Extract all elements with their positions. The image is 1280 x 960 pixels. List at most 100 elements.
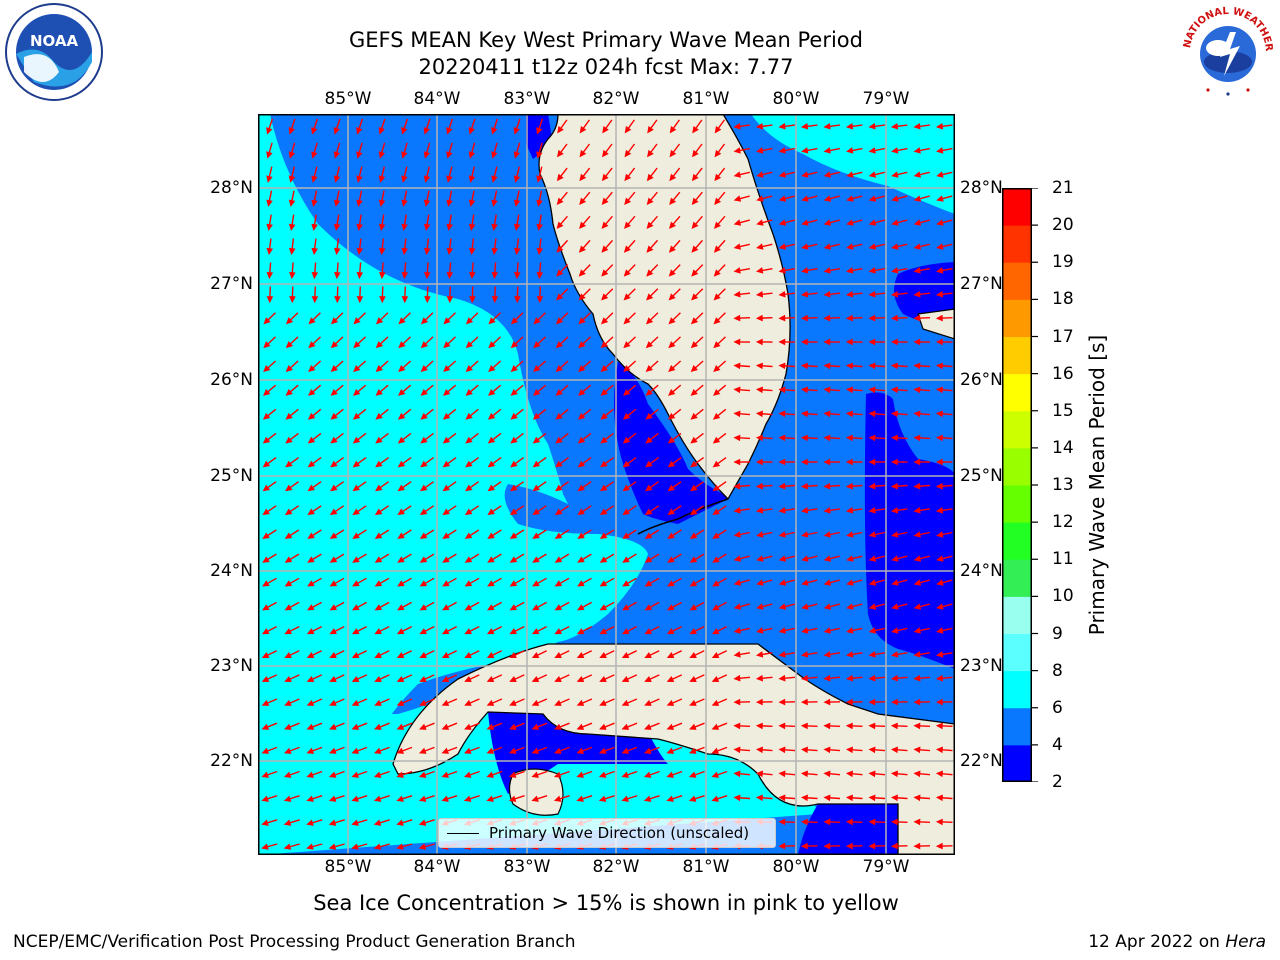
wave-arrow-head (823, 794, 831, 802)
wave-arrow-head (823, 507, 831, 514)
wave-arrow-head (936, 579, 944, 586)
wave-arrow-head (846, 651, 854, 658)
wave-arrow-head (513, 247, 521, 256)
wave-arrow-head (600, 460, 608, 468)
wave-arrow-head (801, 243, 809, 250)
wave-arrow-head (266, 199, 273, 207)
wave-arrow-head (352, 484, 360, 492)
wave-arrow-head (868, 386, 876, 394)
wave-arrow-head (556, 269, 564, 277)
wave-arrow-head (488, 388, 496, 396)
colorbar-tick-label: 10 (1052, 586, 1074, 607)
wave-arrow-head (624, 221, 631, 229)
wave-arrow-head (669, 125, 677, 134)
wave-arrow-head (713, 341, 721, 349)
wave-arrow-head (441, 723, 450, 730)
lon-tick-bottom: 81°W (682, 857, 730, 877)
wave-arrow-head (578, 293, 586, 301)
wave-arrow-head (823, 243, 832, 250)
wave-arrow-head (691, 197, 699, 206)
wave-arrow-head (689, 699, 697, 706)
wave-arrow-head (690, 460, 698, 468)
wave-arrow-head (263, 341, 271, 349)
wave-arrow-head (689, 604, 698, 611)
map-legend: Primary Wave Direction (unscaled) (438, 818, 776, 848)
wave-arrow-head (374, 532, 383, 539)
wave-arrow-head (868, 698, 876, 706)
wave-arrow-head (846, 531, 854, 538)
wave-arrow-head (599, 675, 607, 682)
wave-arrow-head (622, 508, 630, 516)
wave-arrow-head (800, 362, 808, 370)
wave-arrow-head (733, 746, 741, 754)
wave-arrow-head (913, 458, 921, 466)
wave-arrow-head (557, 149, 564, 158)
wave-arrow-head (374, 604, 383, 611)
wave-arrow-head (465, 317, 474, 325)
wave-arrow-head (868, 842, 876, 850)
wave-arrow-head (689, 675, 697, 682)
wave-arrow-head (334, 296, 341, 304)
wave-arrow-head (778, 267, 786, 274)
wave-arrow-head (333, 223, 341, 231)
wave-arrow-head (623, 317, 631, 325)
wave-arrow-head (266, 296, 274, 304)
wave-arrow-head (691, 245, 699, 253)
wave-arrow-head (418, 819, 427, 826)
wave-arrow-head (598, 771, 607, 778)
wave-arrow-head (778, 434, 786, 442)
wave-arrow-head (328, 747, 337, 754)
wave-arrow-head (712, 532, 720, 539)
wave-arrow-head (555, 436, 563, 444)
wave-arrow-head (667, 580, 675, 587)
wave-arrow-head (666, 675, 675, 682)
wave-arrow-head (266, 175, 273, 183)
wave-arrow-head (375, 484, 383, 492)
wave-arrow-head (311, 151, 318, 159)
wave-arrow-head (487, 532, 495, 539)
wave-arrow-head (311, 127, 318, 135)
wave-arrow-head (890, 842, 898, 850)
wave-arrow-head (396, 795, 404, 802)
wave-arrow-head (868, 531, 876, 538)
wave-arrow-head (846, 243, 854, 250)
wave-arrow-head (935, 123, 944, 130)
wave-arrow-head (531, 723, 540, 730)
wave-arrow-head (621, 771, 629, 778)
wave-arrow-head (446, 175, 453, 183)
wave-arrow-head (714, 221, 721, 229)
wave-arrow-head (329, 723, 337, 730)
wave-arrow-head (644, 556, 653, 563)
wave-arrow-head (578, 365, 586, 373)
wave-arrow-head (284, 723, 292, 730)
wave-arrow-head (463, 795, 472, 802)
wave-arrow-head (778, 555, 787, 562)
wave-arrow-head (532, 556, 540, 563)
wave-arrow-head (288, 247, 296, 256)
wave-arrow-head (420, 388, 428, 396)
wave-arrow-head (621, 795, 629, 802)
wave-arrow-head (401, 223, 408, 231)
wave-arrow-head (733, 219, 742, 226)
colorbar-segment (1002, 633, 1032, 672)
wave-arrow-head (891, 531, 899, 538)
wave-arrow-head (284, 604, 293, 611)
wave-arrow-head (441, 795, 449, 802)
wave-arrow-head (306, 723, 315, 730)
wave-arrow-head (712, 436, 721, 444)
wave-arrow-head (486, 675, 495, 682)
wave-arrow-head (333, 127, 340, 135)
wave-arrow-head (756, 555, 764, 562)
wave-arrow-head (913, 219, 922, 226)
colorbar-tick-label: 19 (1052, 252, 1074, 273)
wave-arrow-head (891, 147, 899, 154)
wave-arrow-head (284, 580, 293, 587)
wave-arrow-head (401, 272, 409, 280)
wave-arrow-head (823, 386, 831, 394)
map-subtitle: 20220411 t12z 024h fcst Max: 7.77 (418, 55, 794, 79)
wave-arrow-head (755, 674, 764, 682)
wave-arrow-head (443, 317, 451, 325)
wave-arrow-head (306, 675, 315, 682)
wave-arrow-head (846, 579, 854, 586)
wave-arrow-head (261, 771, 269, 778)
